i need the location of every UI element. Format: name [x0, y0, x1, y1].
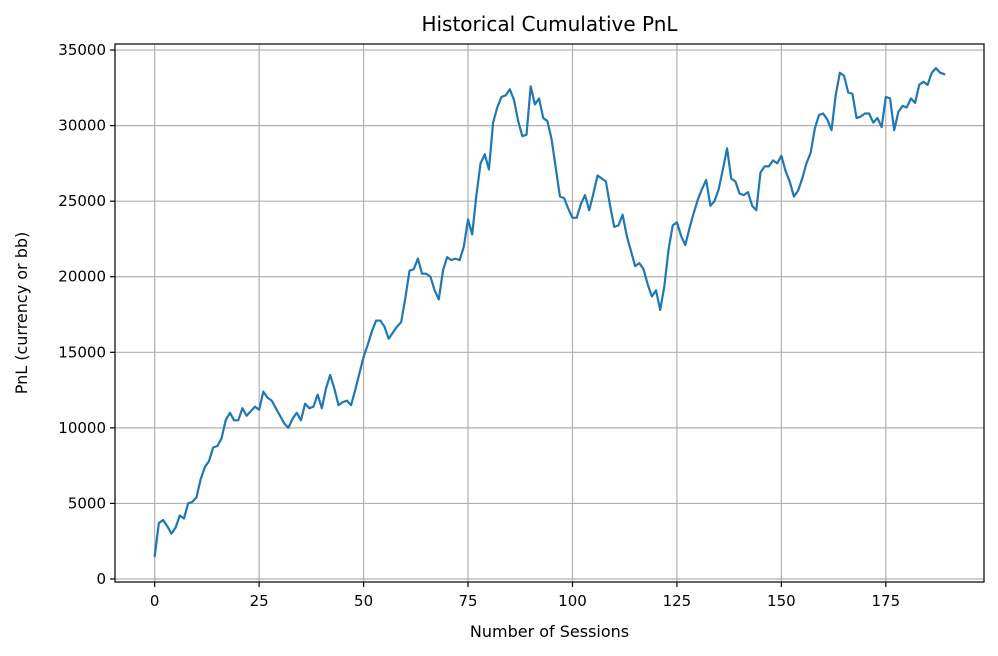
y-axis-ticks: 0 5000 10000 15000 20000 25000 30000 35000	[58, 41, 115, 588]
x-axis-label: Number of Sessions	[470, 622, 629, 641]
y-tick-label: 20000	[58, 268, 106, 286]
x-gridlines	[154, 44, 887, 582]
pnl-series-line	[153, 67, 946, 558]
x-tick-label: 75	[458, 592, 477, 610]
x-tick-label: 175	[871, 592, 900, 610]
y-tick-label: 35000	[58, 41, 106, 59]
y-tick-label: 25000	[58, 192, 106, 210]
chart-title: Historical Cumulative PnL	[421, 12, 678, 36]
y-axis-label: PnL (currency or bb)	[12, 232, 31, 395]
x-axis-ticks: 0 25 50 75 100 125 150 175	[150, 582, 900, 610]
x-tick-label: 125	[663, 592, 692, 610]
x-tick-label: 25	[250, 592, 269, 610]
plot-area-background	[115, 44, 984, 582]
x-tick-label: 100	[558, 592, 587, 610]
y-tick-label: 10000	[58, 419, 106, 437]
y-tick-label: 0	[96, 570, 106, 588]
series-layer	[153, 67, 946, 558]
y-tick-label: 15000	[58, 343, 106, 361]
y-tick-label: 30000	[58, 117, 106, 135]
x-tick-label: 50	[354, 592, 373, 610]
plot-area-frame	[114, 43, 985, 583]
x-tick-label: 150	[767, 592, 796, 610]
x-tick-label: 0	[150, 592, 160, 610]
y-tick-label: 5000	[68, 494, 106, 512]
